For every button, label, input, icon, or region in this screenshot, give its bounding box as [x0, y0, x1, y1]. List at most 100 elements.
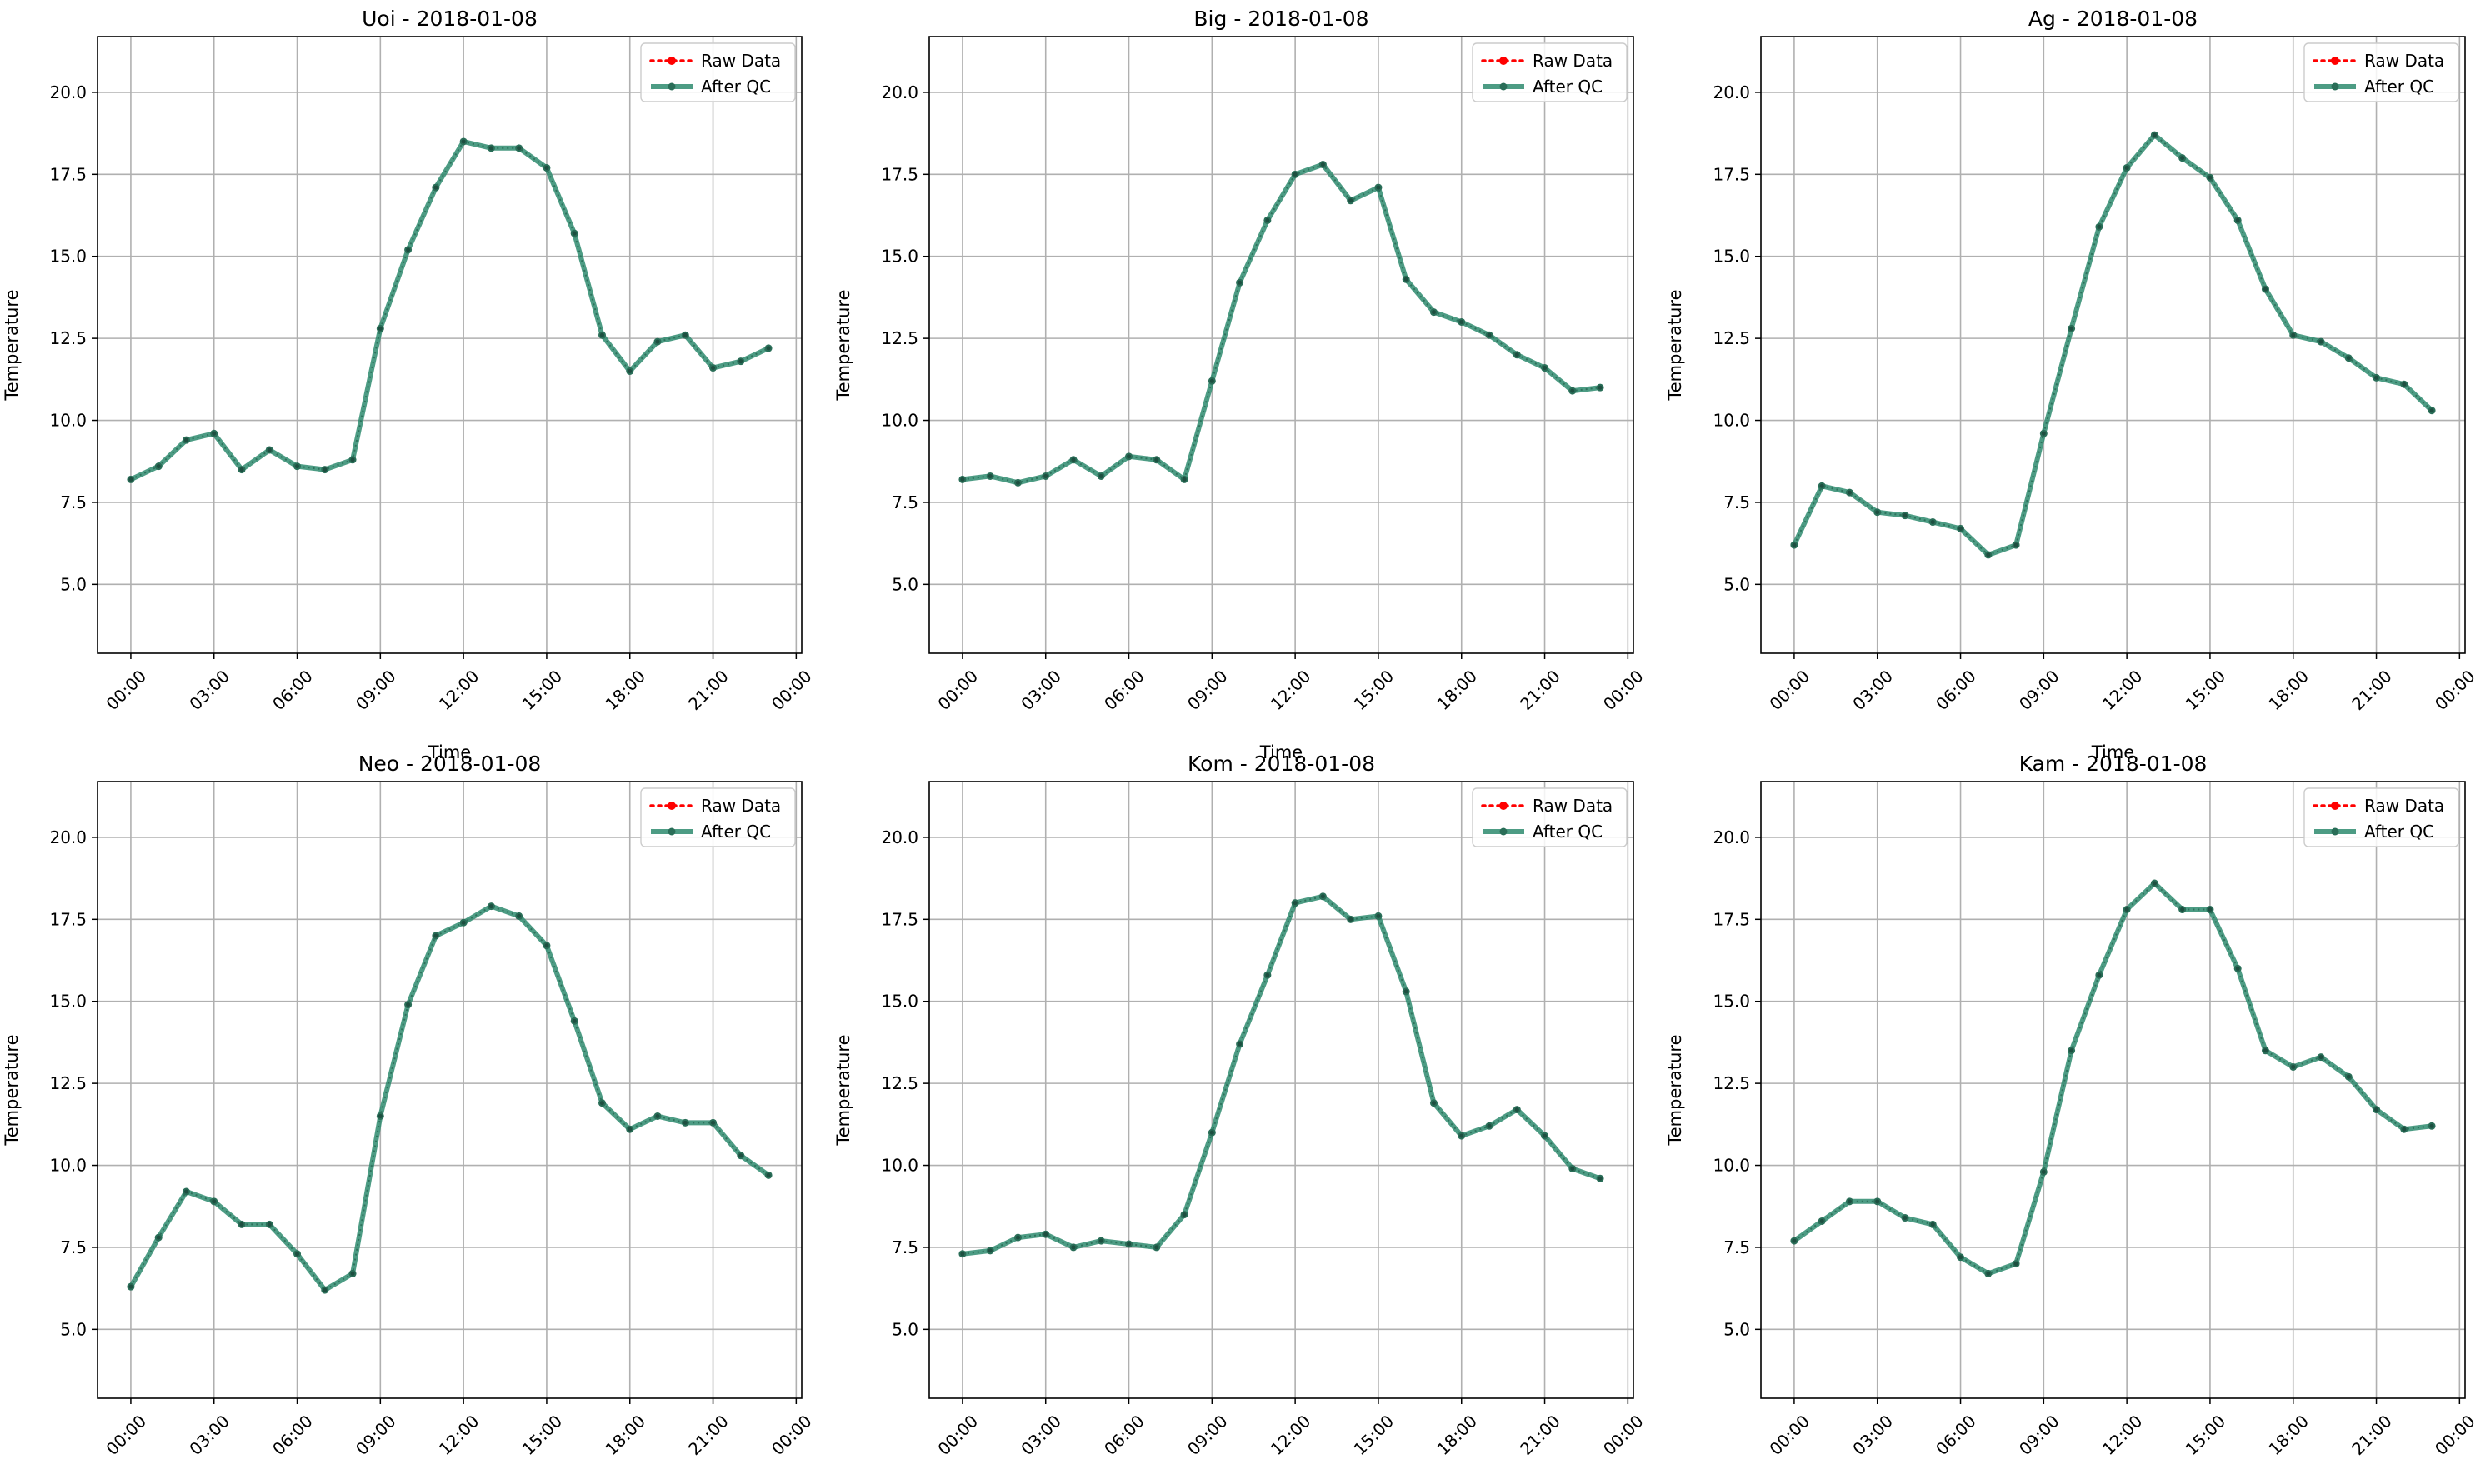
- y-tick-label: 5.0: [892, 1319, 918, 1339]
- x-tick-label: 21:00: [2348, 666, 2396, 714]
- raw-data-point: [599, 332, 604, 337]
- y-tick-label: 17.5: [49, 909, 87, 929]
- y-tick-label: 20.0: [881, 827, 918, 847]
- x-tick-label: 09:00: [1183, 1411, 1232, 1459]
- raw-data-point: [239, 467, 244, 472]
- raw-data-point: [1958, 526, 1963, 531]
- x-tick-label: 09:00: [352, 1411, 400, 1459]
- y-axis-label: Temperature: [833, 289, 853, 401]
- x-tick-label: 00:00: [768, 1411, 816, 1459]
- raw-data-point: [1819, 483, 1824, 488]
- x-tick-label: 03:00: [185, 666, 233, 714]
- y-axis-label: Temperature: [833, 1034, 853, 1146]
- legend-qc-label: After QC: [2364, 77, 2434, 97]
- raw-data-point: [2180, 907, 2185, 912]
- legend-raw-label: Raw Data: [701, 51, 781, 71]
- y-tick-label: 10.0: [49, 411, 87, 431]
- raw-data-point: [2374, 375, 2379, 380]
- raw-data-point: [655, 1113, 660, 1118]
- raw-data-point: [2402, 382, 2407, 387]
- x-tick-label: 12:00: [2098, 1411, 2147, 1459]
- raw-data-point: [488, 904, 493, 909]
- legend-qc-label: After QC: [1533, 822, 1603, 842]
- raw-data-point: [1154, 1245, 1159, 1250]
- raw-data-point: [711, 366, 716, 371]
- panel-5: 5.0 7.5 10.0 12.5 15.0 17.5 20.0 00:00 03:00 06:0…: [833, 752, 1648, 1459]
- x-tick-label: 12:00: [435, 1411, 483, 1459]
- panel-1: 5.0 7.5 10.0 12.5 15.0 17.5 20.0 00:00 03:00 06:0…: [2, 7, 816, 762]
- x-tick-label: 00:00: [1599, 666, 1648, 714]
- series-after-qc-line: [1791, 881, 2435, 1277]
- raw-data-point: [378, 1113, 383, 1118]
- plot-frame: [1760, 36, 2466, 654]
- y-tick-label: 17.5: [1713, 909, 1750, 929]
- x-tick-label: 09:00: [352, 666, 400, 714]
- legend-qc-label: After QC: [701, 822, 771, 842]
- y-tick-label: 10.0: [49, 1156, 87, 1176]
- y-tick-label: 5.0: [892, 574, 918, 594]
- raw-data-point: [1348, 198, 1353, 203]
- x-tick-label: 12:00: [1267, 1411, 1315, 1459]
- y-tick-label: 7.5: [60, 492, 87, 512]
- x-tick-label: 12:00: [2098, 666, 2147, 714]
- raw-data-point: [1403, 989, 1408, 994]
- x-tick-label: 09:00: [1183, 666, 1232, 714]
- x-tick-label: 00:00: [102, 666, 150, 714]
- raw-data-point: [1847, 490, 1852, 495]
- x-tick-label: 00:00: [1765, 666, 1813, 714]
- x-tick-label: 06:00: [1100, 1411, 1148, 1459]
- y-tick-label: 17.5: [881, 164, 918, 184]
- raw-data-point: [212, 1199, 217, 1204]
- y-tick-label: 15.0: [49, 247, 87, 267]
- legend-raw-marker: [2331, 802, 2339, 810]
- raw-data-point: [1071, 1245, 1076, 1250]
- raw-data-point: [1238, 280, 1243, 285]
- raw-data-point: [1209, 1130, 1214, 1135]
- raw-data-point: [572, 231, 577, 236]
- raw-data-point: [212, 431, 217, 436]
- x-tick-label: 00:00: [102, 1411, 150, 1459]
- raw-data-point: [2013, 542, 2018, 547]
- raw-data-point: [2346, 356, 2351, 361]
- raw-data-point: [1792, 542, 1797, 547]
- panel-2: 5.0 7.5 10.0 12.5 15.0 17.5 20.0 00:00 03:00 06:0…: [833, 7, 1648, 762]
- raw-data-point: [350, 457, 355, 462]
- raw-data-point: [1127, 454, 1132, 459]
- raw-data-point: [1986, 1271, 1991, 1276]
- legend-qc-marker: [2331, 82, 2339, 91]
- plot-frame: [97, 781, 803, 1399]
- x-tick-label: 09:00: [2015, 666, 2063, 714]
- legend-raw-marker: [1499, 57, 1508, 65]
- raw-data-point: [128, 1284, 133, 1289]
- raw-data-point: [2069, 1048, 2074, 1053]
- raw-data-point: [1598, 1176, 1603, 1181]
- x-tick-label: 06:00: [1932, 666, 1980, 714]
- legend-raw-label: Raw Data: [1533, 51, 1613, 71]
- raw-data-point: [1903, 513, 1908, 518]
- raw-data-point: [1209, 378, 1214, 383]
- raw-data-point: [2041, 431, 2046, 436]
- raw-data-point: [2152, 881, 2157, 886]
- x-tick-label: 06:00: [1932, 1411, 1980, 1459]
- panel-title: Big - 2018-01-08: [1193, 7, 1368, 31]
- raw-data-point: [2318, 1055, 2323, 1060]
- raw-data-point: [1015, 480, 1020, 485]
- raw-data-point: [544, 943, 549, 948]
- y-tick-label: 5.0: [60, 574, 87, 594]
- raw-data-point: [2374, 1107, 2379, 1112]
- legend-qc-marker: [668, 82, 676, 91]
- legend: Raw Data After QC: [2303, 42, 2459, 102]
- x-tick-label: 06:00: [1100, 666, 1148, 714]
- x-tick-label: 18:00: [2264, 666, 2313, 714]
- x-tick-label: 21:00: [1516, 666, 1564, 714]
- x-tick-label: 18:00: [2264, 1411, 2313, 1459]
- legend-raw-label: Raw Data: [2364, 796, 2444, 816]
- legend-raw-label: Raw Data: [701, 796, 781, 816]
- raw-data-point: [1570, 388, 1575, 393]
- raw-data-point: [766, 1172, 771, 1177]
- raw-data-point: [1487, 332, 1492, 337]
- raw-data-point: [1320, 894, 1325, 899]
- legend-qc-marker: [1499, 82, 1508, 91]
- raw-data-point: [295, 464, 300, 469]
- plot-frame: [928, 781, 1634, 1399]
